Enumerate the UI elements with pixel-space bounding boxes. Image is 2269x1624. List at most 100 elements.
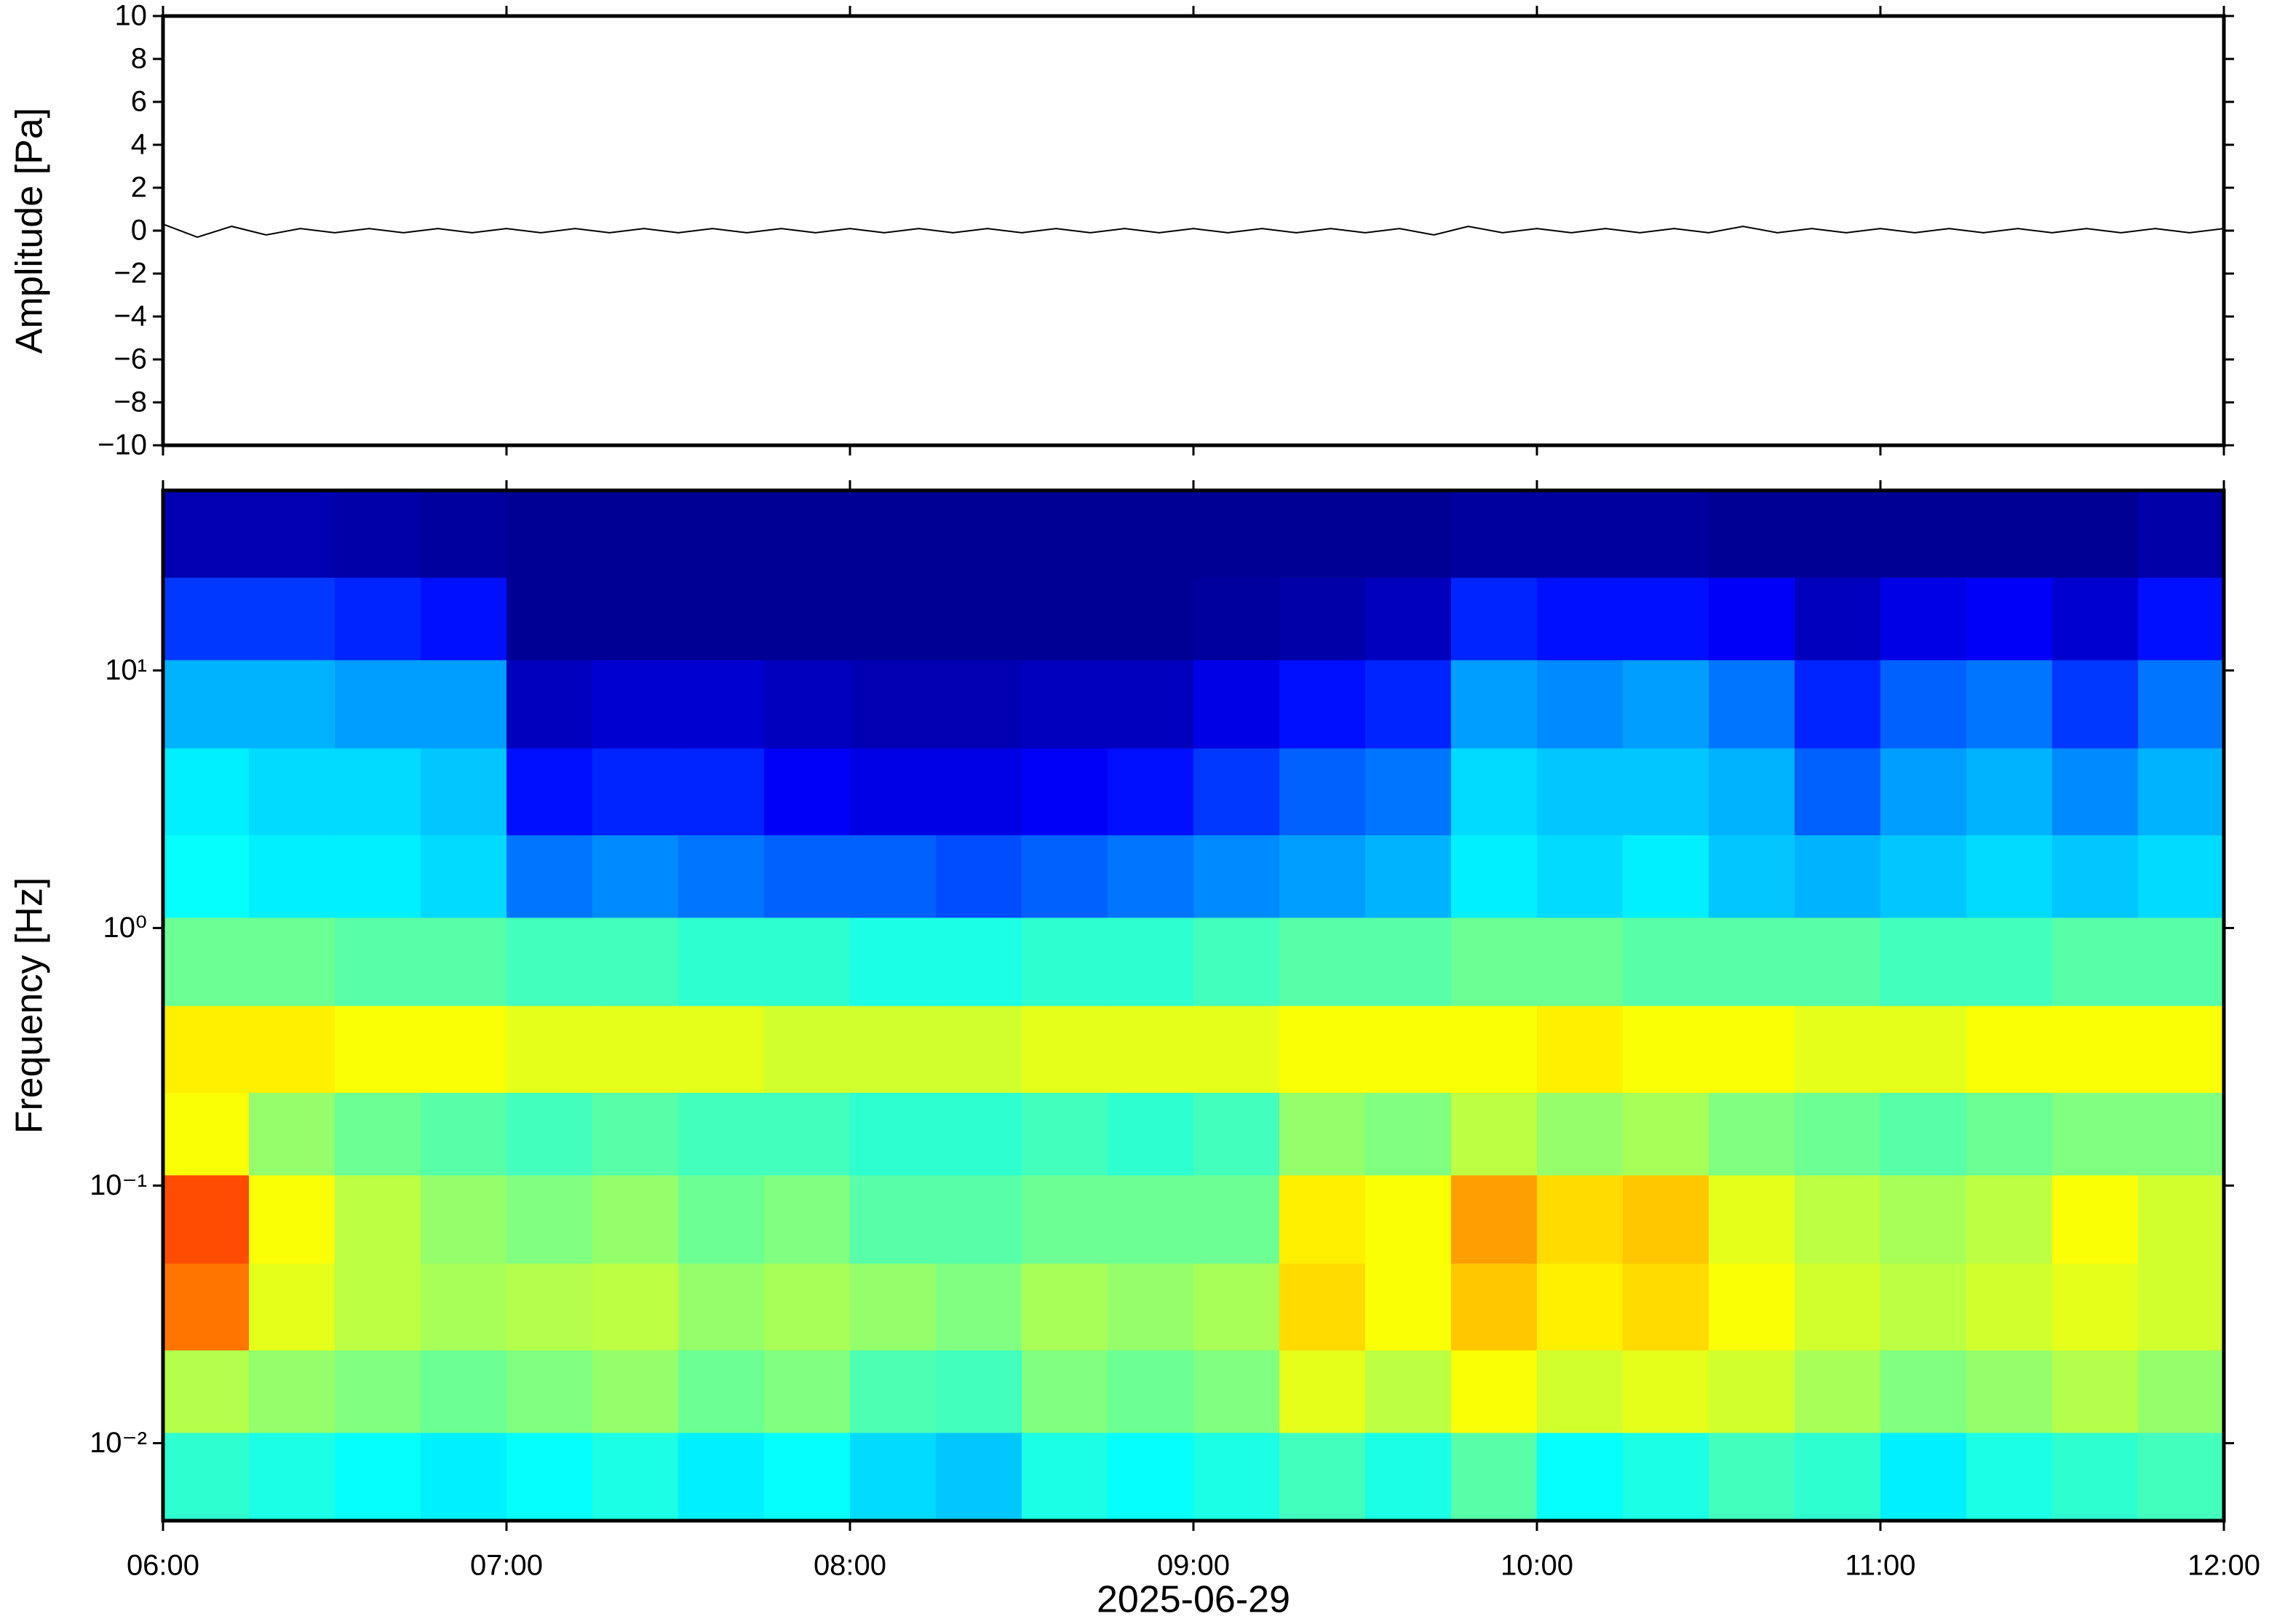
spectrogram-cell	[1966, 1006, 2053, 1093]
spectrogram-cell	[1279, 1174, 1366, 1264]
spectrogram-cell	[335, 748, 421, 835]
spectrogram-cell	[1193, 490, 1280, 578]
spectrogram-cell	[2052, 1432, 2139, 1521]
spectrogram-cell	[1795, 1092, 1881, 1176]
spectrogram-cell	[1279, 748, 1366, 835]
spectrogram-cell	[506, 835, 593, 918]
spectrogram-cell	[421, 490, 507, 578]
spectrogram-cell	[936, 1006, 1022, 1093]
spectrogram-cell	[1279, 1263, 1366, 1350]
y-axis-title: Frequency [Hz]	[9, 877, 51, 1134]
spectrogram-cell	[678, 1432, 765, 1521]
spectrogram-cell	[936, 1092, 1022, 1176]
spectrogram-cell	[249, 748, 335, 835]
spectrogram-cell	[2138, 577, 2224, 661]
spectrogram-cell	[335, 835, 421, 918]
spectrogram-cell	[1623, 577, 1709, 661]
spectrogram-cell	[936, 835, 1022, 918]
spectrogram-cell	[163, 1092, 250, 1176]
spectrogram-cell	[1709, 835, 1795, 918]
spectrogram-cell	[678, 1263, 765, 1350]
waveform-line	[163, 223, 2224, 238]
spectrogram-cell	[1451, 748, 1538, 835]
spectrogram-cell	[1795, 917, 1881, 1006]
spectrogram-cell	[1108, 1174, 1194, 1264]
spectrogram-cell	[1022, 1092, 1108, 1176]
spectrogram-cell	[764, 577, 851, 661]
spectrogram-cell	[506, 490, 593, 578]
spectrogram-cell	[1537, 1006, 1624, 1093]
spectrogram-cell	[764, 490, 851, 578]
spectrogram-cell	[1108, 1006, 1194, 1093]
spectrogram-cell	[1365, 748, 1452, 835]
spectrogram-cell	[1365, 577, 1452, 661]
spectrogram-cell	[2138, 835, 2224, 918]
spectrogram-cell	[2052, 917, 2139, 1006]
spectrogram-cell	[1880, 835, 1967, 918]
spectrogram-cell	[249, 659, 335, 749]
spectrogram-cell	[850, 659, 937, 749]
spectrogram-cell	[163, 1174, 250, 1264]
spectrogram-cell	[1709, 1092, 1795, 1176]
x-tick-label: 06:00	[127, 1550, 199, 1582]
y-tick-label: 4	[131, 129, 147, 161]
spectrogram-cell	[335, 1350, 421, 1433]
spectrogram-cell	[1623, 917, 1709, 1006]
spectrogram-cell	[936, 1432, 1022, 1521]
spectrogram-cell	[1966, 659, 2053, 749]
spectrogram-cell	[1795, 748, 1881, 835]
spectrogram-cell	[335, 1092, 421, 1176]
spectrogram-cell	[850, 1092, 937, 1176]
spectrogram-cell	[936, 748, 1022, 835]
spectrogram-cell	[249, 1006, 335, 1093]
spectrogram-cell	[1193, 1350, 1280, 1433]
spectrogram-cell	[1880, 1092, 1967, 1176]
spectrogram-cell	[506, 1174, 593, 1264]
spectrogram-cell	[1451, 1432, 1538, 1521]
spectrogram-cell	[2052, 490, 2139, 578]
spectrogram-cell	[1880, 1432, 1967, 1521]
spectrogram-cell	[1193, 1006, 1280, 1093]
spectrogram-cell	[1193, 917, 1280, 1006]
y-tick-label: −10	[98, 429, 147, 461]
spectrogram-cell	[850, 577, 937, 661]
spectrogram-cell	[850, 1174, 937, 1264]
spectrogram-cell	[1795, 1263, 1881, 1350]
spectrogram-cell	[1966, 835, 2053, 918]
spectrogram-cell	[506, 659, 593, 749]
spectrogram-cell	[1966, 917, 2053, 1006]
spectrogram-cell	[1108, 577, 1194, 661]
spectrogram-cell	[2052, 748, 2139, 835]
x-tick-label: 09:00	[1157, 1550, 1230, 1582]
spectrogram-cell	[2052, 577, 2139, 661]
spectrogram-cell	[249, 490, 335, 578]
spectrogram-cell	[678, 917, 765, 1006]
spectrogram-cell	[1795, 659, 1881, 749]
x-tick-label: 08:00	[814, 1550, 886, 1582]
spectrogram-cell	[335, 917, 421, 1006]
spectrogram-cell	[764, 835, 851, 918]
spectrogram-cell	[1537, 917, 1624, 1006]
spectrogram-cell	[335, 1174, 421, 1264]
spectrogram-cell	[1365, 1350, 1452, 1433]
spectrogram-cell	[1537, 490, 1624, 578]
x-axis-title: 2025-06-29	[1097, 1579, 1290, 1621]
spectrogram-cell	[1709, 917, 1795, 1006]
spectrogram-cell	[1623, 1174, 1709, 1264]
spectrogram-cell	[1108, 835, 1194, 918]
spectrogram-cell	[1279, 1006, 1366, 1093]
spectrogram-cell	[249, 577, 335, 661]
spectrogram-cell	[1365, 1174, 1452, 1264]
spectrogram-cell	[936, 1174, 1022, 1264]
spectrogram-cell	[163, 1350, 250, 1433]
spectrogram-cell	[1623, 1263, 1709, 1350]
spectrogram-cell	[1709, 748, 1795, 835]
spectrogram-cell	[678, 577, 765, 661]
spectrogram-cell	[2138, 1432, 2224, 1521]
spectrogram-cell	[1193, 1092, 1280, 1176]
spectrogram-cell	[421, 1263, 507, 1350]
spectrogram-cell	[2138, 1263, 2224, 1350]
spectrogram-cell	[421, 1006, 507, 1093]
spectrogram-cell	[1623, 659, 1709, 749]
spectrogram-cell	[1451, 1350, 1538, 1433]
